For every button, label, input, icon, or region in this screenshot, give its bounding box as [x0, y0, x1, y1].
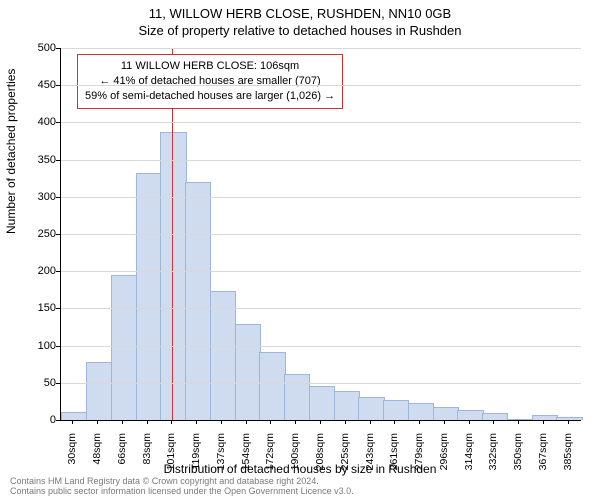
grid-line	[61, 271, 581, 272]
grid-line	[61, 234, 581, 235]
grid-line	[61, 48, 581, 49]
y-tick-mark	[56, 48, 60, 49]
y-tick-label: 350	[30, 154, 56, 166]
footer: Contains HM Land Registry data © Crown c…	[10, 477, 354, 497]
page-subtitle: Size of property relative to detached ho…	[0, 21, 600, 38]
y-tick-mark	[56, 85, 60, 86]
annotation-line: 59% of semi-detached houses are larger (…	[85, 89, 335, 104]
annotation-box: 11 WILLOW HERB CLOSE: 106sqm ← 41% of de…	[77, 54, 343, 109]
bar	[61, 412, 87, 420]
bar	[235, 324, 261, 420]
y-tick-label: 450	[30, 79, 56, 91]
bar	[556, 417, 582, 420]
bar	[185, 182, 211, 420]
x-tick-mark	[295, 420, 296, 424]
y-tick-mark	[56, 346, 60, 347]
x-tick-mark	[345, 420, 346, 424]
x-tick-mark	[469, 420, 470, 424]
annotation-line: ← 41% of detached houses are smaller (70…	[85, 74, 335, 89]
x-tick-mark	[270, 420, 271, 424]
y-tick-label: 400	[30, 116, 56, 128]
x-tick-mark	[543, 420, 544, 424]
x-tick-mark	[394, 420, 395, 424]
grid-line	[61, 197, 581, 198]
y-tick-mark	[56, 383, 60, 384]
y-tick-mark	[56, 308, 60, 309]
y-tick-mark	[56, 122, 60, 123]
y-tick-mark	[56, 197, 60, 198]
bar	[482, 413, 508, 420]
grid-line	[61, 346, 581, 347]
x-tick-mark	[493, 420, 494, 424]
bar	[358, 397, 384, 420]
x-tick-mark	[444, 420, 445, 424]
bar	[532, 415, 558, 420]
y-tick-mark	[56, 160, 60, 161]
bar	[111, 275, 137, 420]
y-tick-label: 0	[30, 414, 56, 426]
y-tick-label: 500	[30, 42, 56, 54]
grid-line	[61, 308, 581, 309]
footer-line: Contains public sector information licen…	[10, 487, 354, 497]
x-tick-mark	[122, 420, 123, 424]
y-tick-label: 50	[30, 377, 56, 389]
y-tick-label: 200	[30, 265, 56, 277]
bar	[210, 291, 236, 420]
x-tick-mark	[518, 420, 519, 424]
y-axis-label: Number of detached properties	[4, 69, 18, 234]
bar	[259, 352, 285, 420]
annotation-line: 11 WILLOW HERB CLOSE: 106sqm	[85, 59, 335, 74]
x-tick-mark	[320, 420, 321, 424]
x-tick-mark	[72, 420, 73, 424]
bar	[309, 386, 335, 420]
bar	[334, 391, 360, 420]
x-tick-mark	[419, 420, 420, 424]
x-tick-mark	[196, 420, 197, 424]
x-axis-label: Distribution of detached houses by size …	[0, 462, 600, 476]
x-tick-mark	[147, 420, 148, 424]
y-tick-mark	[56, 420, 60, 421]
x-tick-mark	[568, 420, 569, 424]
bar	[160, 132, 186, 420]
plot-area: 11 WILLOW HERB CLOSE: 106sqm ← 41% of de…	[60, 48, 581, 421]
chart-container: 11, WILLOW HERB CLOSE, RUSHDEN, NN10 0GB…	[0, 0, 600, 500]
x-tick-mark	[246, 420, 247, 424]
x-tick-mark	[221, 420, 222, 424]
grid-line	[61, 122, 581, 123]
y-tick-label: 300	[30, 191, 56, 203]
y-tick-label: 100	[30, 340, 56, 352]
bar	[284, 374, 310, 420]
bar	[507, 419, 533, 420]
bar	[86, 362, 112, 420]
page-title: 11, WILLOW HERB CLOSE, RUSHDEN, NN10 0GB	[0, 0, 600, 21]
y-tick-mark	[56, 234, 60, 235]
grid-line	[61, 383, 581, 384]
x-tick-mark	[97, 420, 98, 424]
x-tick-mark	[370, 420, 371, 424]
y-tick-label: 250	[30, 228, 56, 240]
y-tick-label: 150	[30, 302, 56, 314]
bar	[383, 400, 409, 420]
bar	[408, 403, 434, 420]
bar	[433, 407, 459, 420]
bar	[457, 410, 483, 420]
x-tick-mark	[171, 420, 172, 424]
y-tick-mark	[56, 271, 60, 272]
grid-line	[61, 160, 581, 161]
grid-line	[61, 85, 581, 86]
